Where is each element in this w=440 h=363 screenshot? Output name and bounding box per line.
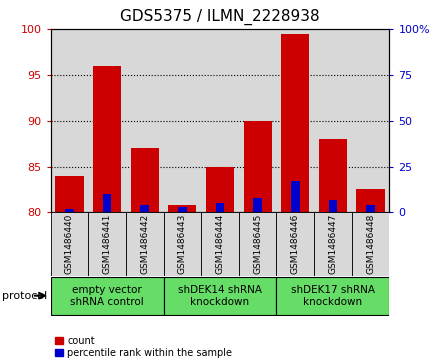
Text: shDEK14 shRNA
knockdown: shDEK14 shRNA knockdown bbox=[178, 285, 262, 307]
FancyBboxPatch shape bbox=[276, 212, 314, 276]
Bar bbox=[131, 148, 159, 212]
Bar bbox=[253, 198, 262, 212]
Bar bbox=[367, 205, 375, 212]
Bar bbox=[319, 139, 347, 212]
Text: GSM1486448: GSM1486448 bbox=[366, 214, 375, 274]
FancyBboxPatch shape bbox=[126, 212, 164, 276]
Bar bbox=[55, 176, 84, 212]
FancyBboxPatch shape bbox=[51, 212, 88, 276]
Bar bbox=[140, 205, 149, 212]
Text: GSM1486446: GSM1486446 bbox=[291, 214, 300, 274]
Bar bbox=[314, 29, 352, 212]
FancyBboxPatch shape bbox=[51, 277, 164, 315]
FancyBboxPatch shape bbox=[276, 277, 389, 315]
Legend: count, percentile rank within the sample: count, percentile rank within the sample bbox=[55, 336, 232, 358]
Text: GSM1486442: GSM1486442 bbox=[140, 214, 149, 274]
Bar bbox=[291, 181, 300, 212]
Bar bbox=[126, 29, 164, 212]
FancyBboxPatch shape bbox=[164, 212, 201, 276]
Text: GSM1486447: GSM1486447 bbox=[328, 214, 337, 274]
Text: empty vector
shRNA control: empty vector shRNA control bbox=[70, 285, 144, 307]
Bar bbox=[216, 203, 224, 212]
Text: GDS5375 / ILMN_2228938: GDS5375 / ILMN_2228938 bbox=[120, 9, 320, 25]
Bar bbox=[103, 194, 111, 212]
Bar bbox=[281, 34, 309, 212]
Bar bbox=[352, 29, 389, 212]
Text: GSM1486444: GSM1486444 bbox=[216, 214, 224, 274]
Text: GSM1486443: GSM1486443 bbox=[178, 214, 187, 274]
Bar bbox=[206, 167, 234, 212]
Text: GSM1486445: GSM1486445 bbox=[253, 214, 262, 274]
Text: shDEK17 shRNA
knockdown: shDEK17 shRNA knockdown bbox=[291, 285, 375, 307]
FancyBboxPatch shape bbox=[201, 212, 239, 276]
Bar bbox=[239, 29, 276, 212]
Bar bbox=[93, 66, 121, 212]
FancyBboxPatch shape bbox=[352, 212, 389, 276]
FancyBboxPatch shape bbox=[164, 277, 276, 315]
Bar bbox=[65, 209, 73, 212]
Bar bbox=[51, 29, 88, 212]
FancyBboxPatch shape bbox=[239, 212, 276, 276]
Bar bbox=[164, 29, 201, 212]
Bar bbox=[178, 207, 187, 212]
Text: GSM1486441: GSM1486441 bbox=[103, 214, 112, 274]
Bar bbox=[243, 121, 272, 212]
Bar bbox=[168, 205, 197, 212]
Bar bbox=[329, 200, 337, 212]
FancyBboxPatch shape bbox=[88, 212, 126, 276]
Bar bbox=[356, 189, 385, 212]
Bar bbox=[201, 29, 239, 212]
FancyBboxPatch shape bbox=[314, 212, 352, 276]
Text: protocol: protocol bbox=[2, 291, 48, 301]
Bar bbox=[276, 29, 314, 212]
Bar bbox=[88, 29, 126, 212]
Text: GSM1486440: GSM1486440 bbox=[65, 214, 74, 274]
